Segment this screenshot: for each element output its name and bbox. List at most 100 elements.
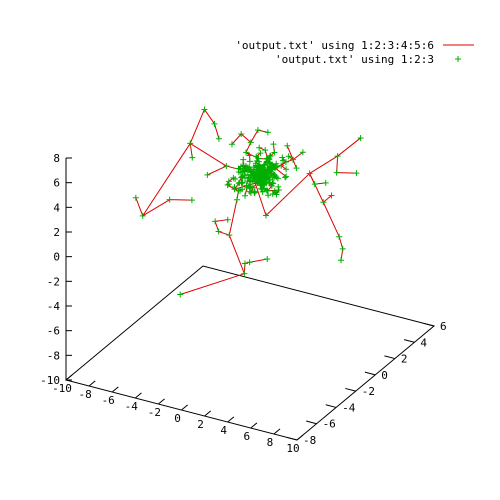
data-vector [309, 155, 338, 174]
data-point [336, 233, 343, 240]
z-tick-label: -2 [47, 275, 60, 288]
x-tick-label: 0 [174, 412, 181, 425]
x-tick [88, 380, 96, 387]
z-tick-label: 8 [53, 152, 60, 165]
data-vector [336, 172, 357, 174]
data-vector [309, 173, 316, 185]
data-vector [189, 143, 227, 167]
data-point [243, 182, 250, 189]
base-plane [64, 265, 436, 441]
x-tick-label: -10 [52, 382, 72, 395]
data-point [278, 162, 285, 169]
data-point [338, 257, 345, 264]
data-point [275, 183, 282, 190]
data-point [270, 141, 277, 148]
data-point [264, 129, 271, 136]
data-vector [338, 236, 344, 249]
legend: 'output.txt' using 1:2:3:4:5:6'output.tx… [235, 39, 474, 66]
data-vector [286, 145, 294, 160]
z-tick-label: -8 [47, 349, 60, 362]
data-point [262, 178, 269, 185]
data-point [299, 149, 306, 156]
legend-label: 'output.txt' using 1:2:3:4:5:6 [235, 39, 434, 52]
x-tick [273, 428, 281, 435]
data-point [251, 188, 258, 195]
z-tick-label: 0 [53, 251, 60, 264]
data-point [212, 218, 219, 225]
data-point [242, 175, 249, 182]
data-point [187, 140, 194, 147]
x-tick-label: 2 [197, 418, 204, 431]
y-tick-label: 2 [401, 353, 408, 366]
data-point [274, 175, 281, 182]
data-point [211, 120, 218, 127]
data-vector [218, 231, 230, 236]
data-point [254, 127, 261, 134]
data-vector [234, 182, 240, 190]
y-tick [286, 436, 298, 441]
y-tick [423, 322, 435, 327]
data-vector [288, 155, 294, 161]
data-point [215, 228, 222, 235]
data-vector [228, 177, 234, 182]
x-tick [111, 386, 119, 393]
y-tick [345, 387, 356, 392]
data-point [253, 153, 260, 160]
data-point [255, 169, 262, 176]
data-point [228, 141, 235, 148]
data-vector [322, 195, 332, 203]
data-point [246, 259, 253, 266]
data-point [224, 181, 231, 188]
legend-label: 'output.txt' using 1:2:3 [275, 53, 434, 66]
data-point [265, 159, 272, 166]
data-point [311, 181, 318, 188]
data-point [226, 232, 233, 239]
data-point [238, 130, 245, 137]
data-point [246, 158, 253, 165]
data-point [275, 186, 282, 193]
data-point [241, 260, 248, 267]
x-tick [158, 398, 165, 405]
data-point [270, 180, 277, 187]
y-tick-label: -2 [362, 385, 375, 398]
data-point [283, 166, 290, 173]
data-point [251, 170, 258, 177]
data-point [177, 291, 184, 298]
data-vector [280, 165, 287, 170]
y-tick-label: 6 [440, 320, 447, 333]
data-point [238, 180, 245, 187]
data-point [264, 173, 271, 180]
y-tick [384, 355, 395, 360]
y-tick-label: 0 [381, 369, 388, 382]
x-tick-label: -2 [148, 406, 161, 419]
data-point [240, 156, 247, 163]
data-point [282, 174, 289, 181]
y-tick [403, 339, 415, 343]
data-point [273, 191, 280, 198]
data-point [242, 192, 249, 199]
tick-labels: -10 -8 -6 -4 -2 0 2 4 6 8 10-8-6-4-20246-10-8-6-4-… [40, 152, 447, 455]
x-tick-label: -6 [102, 394, 115, 407]
data-point [215, 135, 222, 142]
data-point [237, 187, 244, 194]
data-point [339, 245, 346, 252]
data-point [261, 161, 268, 168]
data-point [270, 171, 277, 178]
x-tick-label: 8 [267, 436, 274, 449]
data-point [266, 156, 273, 163]
data-point [240, 162, 247, 169]
x-tick [227, 416, 235, 423]
data-point [264, 187, 271, 194]
y-tick [306, 420, 317, 425]
data-vector [245, 151, 250, 156]
data-vector [207, 165, 227, 176]
axes [64, 157, 436, 441]
data-point [247, 184, 254, 191]
data-point [282, 158, 289, 165]
y-tick-label: -6 [323, 418, 336, 431]
data-point [247, 139, 254, 146]
data-point [259, 188, 266, 195]
data-point [244, 168, 251, 175]
data-point [241, 270, 248, 277]
